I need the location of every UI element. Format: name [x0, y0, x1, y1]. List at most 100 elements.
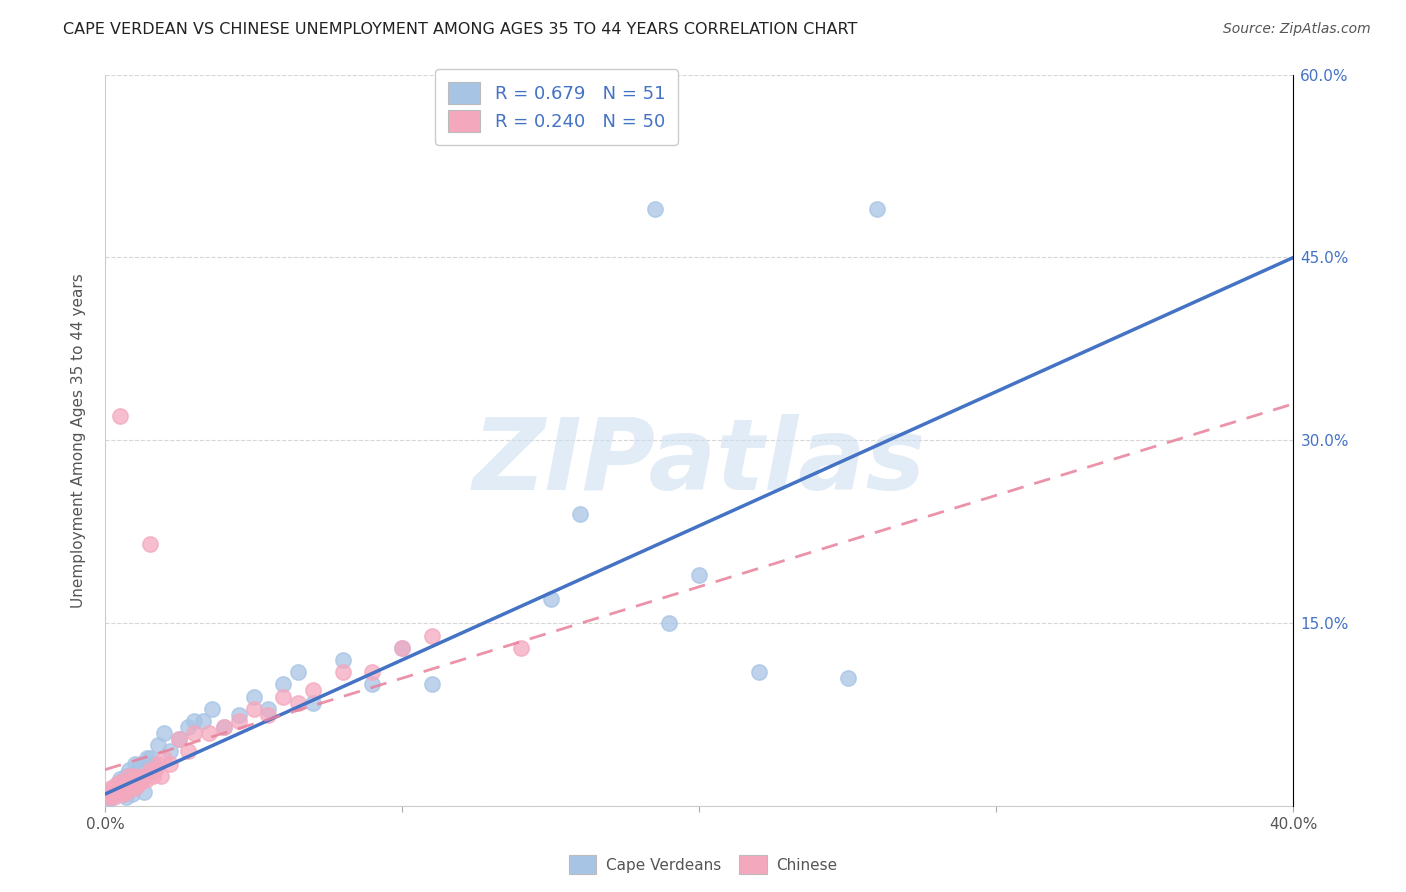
Point	[124, 756, 146, 771]
Point	[287, 665, 309, 680]
Point	[569, 507, 592, 521]
Point	[866, 202, 889, 216]
Point	[121, 777, 143, 791]
Point	[114, 785, 136, 799]
Point	[105, 777, 128, 791]
Point	[100, 787, 122, 801]
Legend: Cape Verdeans, Chinese: Cape Verdeans, Chinese	[562, 849, 844, 880]
Point	[153, 750, 176, 764]
Point	[129, 756, 152, 771]
Point	[159, 744, 181, 758]
Point	[420, 677, 443, 691]
Point	[108, 785, 131, 799]
Point	[132, 785, 155, 799]
Point	[97, 793, 120, 807]
Point	[118, 780, 141, 795]
Point	[103, 789, 125, 804]
Point	[114, 769, 136, 783]
Point	[118, 763, 141, 777]
Point	[114, 775, 136, 789]
Point	[391, 640, 413, 655]
Point	[688, 567, 710, 582]
Point	[228, 707, 250, 722]
Point	[127, 777, 149, 791]
Point	[108, 775, 131, 789]
Point	[105, 780, 128, 795]
Point	[198, 726, 221, 740]
Point	[191, 714, 214, 728]
Point	[159, 756, 181, 771]
Point	[108, 409, 131, 423]
Point	[103, 780, 125, 795]
Point	[127, 763, 149, 777]
Point	[287, 696, 309, 710]
Point	[391, 640, 413, 655]
Point	[148, 756, 170, 771]
Point	[108, 775, 131, 789]
Point	[121, 772, 143, 787]
Point	[153, 726, 176, 740]
Point	[124, 769, 146, 783]
Point	[114, 789, 136, 804]
Point	[111, 785, 134, 799]
Point	[100, 780, 122, 795]
Point	[177, 720, 200, 734]
Point	[242, 702, 264, 716]
Point	[420, 628, 443, 642]
Point	[271, 677, 294, 691]
Point	[127, 772, 149, 787]
Point	[361, 665, 384, 680]
Point	[105, 787, 128, 801]
Point	[100, 789, 122, 804]
Point	[257, 702, 280, 716]
Point	[658, 616, 681, 631]
Point	[271, 690, 294, 704]
Point	[361, 677, 384, 691]
Point	[138, 750, 160, 764]
Point	[111, 787, 134, 801]
Point	[124, 780, 146, 795]
Point	[105, 777, 128, 791]
Point	[177, 744, 200, 758]
Point	[332, 653, 354, 667]
Point	[183, 726, 205, 740]
Legend: R = 0.679   N = 51, R = 0.240   N = 50: R = 0.679 N = 51, R = 0.240 N = 50	[436, 69, 678, 145]
Point	[212, 720, 235, 734]
Point	[132, 769, 155, 783]
Point	[97, 785, 120, 799]
Point	[103, 780, 125, 795]
Point	[145, 763, 167, 777]
Point	[129, 775, 152, 789]
Point	[141, 756, 163, 771]
Point	[201, 702, 224, 716]
Point	[100, 787, 122, 801]
Point	[150, 769, 173, 783]
Point	[257, 707, 280, 722]
Point	[332, 665, 354, 680]
Point	[124, 769, 146, 783]
Point	[138, 763, 160, 777]
Text: CAPE VERDEAN VS CHINESE UNEMPLOYMENT AMONG AGES 35 TO 44 YEARS CORRELATION CHART: CAPE VERDEAN VS CHINESE UNEMPLOYMENT AMO…	[63, 22, 858, 37]
Point	[135, 772, 157, 787]
Point	[138, 537, 160, 551]
Y-axis label: Unemployment Among Ages 35 to 44 years: Unemployment Among Ages 35 to 44 years	[72, 273, 86, 607]
Point	[302, 696, 325, 710]
Point	[148, 739, 170, 753]
Point	[242, 690, 264, 704]
Point	[111, 787, 134, 801]
Point	[135, 750, 157, 764]
Point	[118, 780, 141, 795]
Point	[118, 769, 141, 783]
Point	[97, 789, 120, 804]
Point	[228, 714, 250, 728]
Point	[644, 202, 666, 216]
Point	[111, 780, 134, 795]
Point	[141, 769, 163, 783]
Point	[103, 785, 125, 799]
Point	[837, 671, 859, 685]
Point	[748, 665, 770, 680]
Point	[302, 683, 325, 698]
Point	[183, 714, 205, 728]
Point	[212, 720, 235, 734]
Point	[167, 732, 190, 747]
